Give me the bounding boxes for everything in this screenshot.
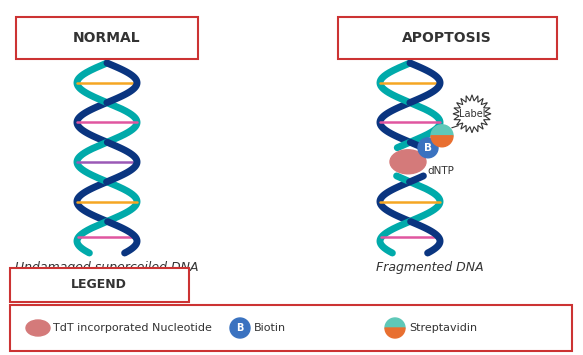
Wedge shape — [431, 136, 453, 147]
Ellipse shape — [26, 320, 50, 336]
FancyBboxPatch shape — [10, 268, 189, 302]
Text: B: B — [236, 323, 244, 333]
FancyBboxPatch shape — [10, 305, 572, 351]
Circle shape — [230, 318, 250, 338]
Text: Streptavidin: Streptavidin — [409, 323, 477, 333]
Text: Label: Label — [459, 109, 485, 119]
Text: TdT incorporated Nucleotide: TdT incorporated Nucleotide — [53, 323, 212, 333]
Wedge shape — [385, 328, 405, 338]
Text: dNTP: dNTP — [427, 166, 454, 176]
Wedge shape — [431, 125, 453, 136]
FancyBboxPatch shape — [338, 17, 557, 59]
FancyBboxPatch shape — [16, 17, 198, 59]
Text: Fragmented DNA: Fragmented DNA — [376, 261, 484, 273]
Ellipse shape — [390, 150, 426, 174]
Text: Biotin: Biotin — [254, 323, 286, 333]
Polygon shape — [453, 95, 491, 133]
Text: Undamaged supercoiled DNA: Undamaged supercoiled DNA — [15, 261, 199, 273]
Wedge shape — [385, 318, 405, 328]
Text: LEGEND: LEGEND — [71, 279, 127, 291]
Circle shape — [418, 138, 438, 158]
Text: B: B — [424, 143, 432, 153]
Text: APOPTOSIS: APOPTOSIS — [402, 31, 492, 45]
Text: NORMAL: NORMAL — [73, 31, 141, 45]
